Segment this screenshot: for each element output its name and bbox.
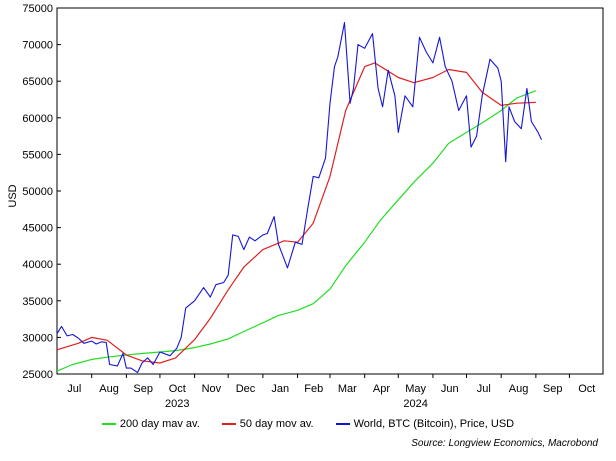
- x-month-label: Aug: [99, 383, 119, 395]
- y-axis-ticks: 25000 30000 35000 40000 45000 50000 55000 60000…: [22, 3, 61, 381]
- y-tick-label: 50000: [22, 186, 53, 198]
- series-line-btc-price: [56, 22, 542, 374]
- x-month-label: Jan: [271, 383, 289, 395]
- y-tick-label: 30000: [22, 332, 53, 344]
- legend-label-200day: 200 day mav av.: [119, 418, 200, 430]
- x-year-label: 2024: [403, 398, 427, 410]
- legend-item-btc: World, BTC (Bitcoin), Price, USD: [335, 418, 515, 430]
- x-month-label: Sep: [543, 383, 563, 395]
- y-tick-label: 55000: [22, 149, 53, 161]
- y-tick-label: 70000: [22, 40, 53, 52]
- x-month-label: Oct: [169, 383, 186, 395]
- legend-swatch-200day: [101, 423, 116, 425]
- x-axis-ticks: Jul Aug Sep Oct Nov Dec Jan Feb Mar Apr May Jun Jul A…: [67, 374, 595, 410]
- y-tick-label: 35000: [22, 296, 53, 308]
- y-tick-label: 75000: [22, 3, 53, 15]
- x-month-label: Oct: [578, 383, 595, 395]
- legend-item-200day: 200 day mav av.: [101, 418, 200, 430]
- x-month-label: Dec: [236, 383, 256, 395]
- series-line-200day: [56, 90, 537, 372]
- source-note: Source: Longview Economics, Macrobond: [411, 438, 598, 449]
- legend: 200 day mav av. 50 day mov av. World, BT…: [0, 418, 616, 430]
- y-tick-label: 60000: [22, 113, 53, 125]
- plot-frame: [56, 7, 604, 375]
- y-tick-label: 65000: [22, 76, 53, 88]
- x-month-label: Apr: [373, 383, 390, 395]
- legend-label-btc: World, BTC (Bitcoin), Price, USD: [353, 418, 515, 430]
- x-month-label: May: [405, 383, 426, 395]
- y-tick-label: 25000: [22, 369, 53, 381]
- x-month-label: Jul: [477, 383, 491, 395]
- legend-item-50day: 50 day mov av.: [221, 418, 314, 430]
- legend-swatch-50day: [221, 423, 236, 425]
- legend-swatch-btc: [335, 423, 350, 425]
- x-month-label: Nov: [202, 383, 222, 395]
- x-month-label: Jul: [67, 383, 81, 395]
- x-month-label: Aug: [509, 383, 529, 395]
- plot-border: [56, 7, 604, 375]
- x-month-label: Feb: [304, 383, 323, 395]
- y-tick-label: 40000: [22, 259, 53, 271]
- y-tick-label: 45000: [22, 223, 53, 235]
- y-axis-title: USD: [7, 184, 19, 207]
- series-lines: [56, 22, 542, 374]
- x-year-label: 2023: [165, 398, 189, 410]
- x-month-label: Jun: [441, 383, 459, 395]
- x-month-label: Mar: [338, 383, 357, 395]
- x-month-label: Sep: [133, 383, 153, 395]
- series-line-50day: [56, 62, 536, 364]
- legend-label-50day: 50 day mov av.: [239, 418, 314, 430]
